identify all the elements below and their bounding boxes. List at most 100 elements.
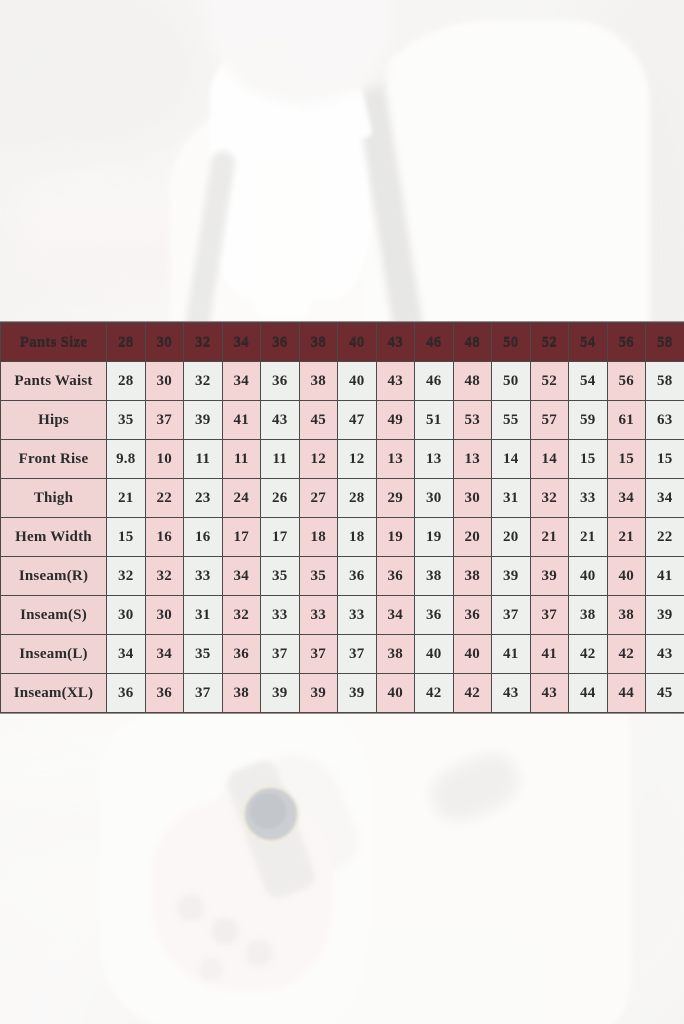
cell-2-11: 14: [529, 439, 569, 479]
cell-7-2: 35: [183, 634, 223, 674]
cell-7-5: 37: [298, 634, 338, 674]
cell-6-0: 30: [106, 595, 146, 635]
table-row: Front Rise 9.8 10 11 11 11 12 12 13 13 13 14 14 15 15 1…: [0, 439, 684, 479]
bottom-product-photo: [0, 700, 684, 1024]
cell-2-4: 11: [260, 439, 300, 479]
cell-7-7: 38: [375, 634, 415, 674]
cell-5-1: 32: [144, 556, 184, 596]
cell-6-4: 33: [260, 595, 300, 635]
cell-0-5: 38: [298, 361, 338, 401]
header-size-56: 56: [606, 322, 646, 362]
cell-2-14: 15: [645, 439, 684, 479]
header-size-43: 43: [375, 322, 415, 362]
cell-2-3: 11: [221, 439, 261, 479]
row-label-thigh: Thigh: [0, 478, 107, 518]
cell-2-7: 13: [375, 439, 415, 479]
cell-5-5: 35: [298, 556, 338, 596]
table-header: Pants Size 28 30 32 34 36 38 40 43 46 48…: [0, 322, 684, 362]
hand-tattoo: [200, 958, 222, 980]
table-row: Inseam(XL) 36 36 37 38 39 39 39 40 42 42 43 43 44 44 45: [0, 673, 684, 713]
cell-6-5: 33: [298, 595, 338, 635]
cell-7-6: 37: [337, 634, 377, 674]
cell-4-0: 15: [106, 517, 146, 557]
header-size-32: 32: [183, 322, 223, 362]
cell-4-7: 19: [375, 517, 415, 557]
cell-1-14: 63: [645, 400, 684, 440]
row-label-front-rise: Front Rise: [0, 439, 107, 479]
header-size-30: 30: [144, 322, 184, 362]
cell-4-1: 16: [144, 517, 184, 557]
cell-5-0: 32: [106, 556, 146, 596]
cell-6-6: 33: [337, 595, 377, 635]
cell-0-13: 56: [606, 361, 646, 401]
cell-1-11: 57: [529, 400, 569, 440]
cell-0-8: 46: [414, 361, 454, 401]
table-body: Pants Waist 28 30 32 34 36 38 40 43 46 48 50 52 54 56 5…: [0, 361, 684, 713]
header-size-40: 40: [337, 322, 377, 362]
cell-4-5: 18: [298, 517, 338, 557]
table-row: Thigh 21 22 23 24 26 27 28 29 30 30 31 32 33 34 34: [0, 478, 684, 518]
cell-0-14: 58: [645, 361, 684, 401]
row-label-inseam-s: Inseam(S): [0, 595, 107, 635]
cell-7-10: 41: [491, 634, 531, 674]
cell-1-9: 53: [452, 400, 492, 440]
cell-4-12: 21: [568, 517, 608, 557]
row-label-pants-waist: Pants Waist: [0, 361, 107, 401]
cell-6-13: 38: [606, 595, 646, 635]
cell-6-7: 34: [375, 595, 415, 635]
cell-0-6: 40: [337, 361, 377, 401]
cell-0-10: 50: [491, 361, 531, 401]
table-row: Hips 35 37 39 41 43 45 47 49 51 53 55 57 59 61 63: [0, 400, 684, 440]
top-photo-background: [0, 0, 684, 330]
cell-7-1: 34: [144, 634, 184, 674]
cell-6-8: 36: [414, 595, 454, 635]
cell-3-11: 32: [529, 478, 569, 518]
header-corner-label: Pants Size: [0, 322, 107, 362]
table-row: Hem Width 15 16 16 17 17 18 18 19 19 20 20 21 21 21 22: [0, 517, 684, 557]
cell-7-0: 34: [106, 634, 146, 674]
cell-4-14: 22: [645, 517, 684, 557]
cell-3-0: 21: [106, 478, 146, 518]
cell-1-0: 35: [106, 400, 146, 440]
cell-1-8: 51: [414, 400, 454, 440]
cell-1-13: 61: [606, 400, 646, 440]
cell-6-11: 37: [529, 595, 569, 635]
cell-8-9: 42: [452, 673, 492, 713]
cell-1-1: 37: [144, 400, 184, 440]
cell-4-3: 17: [221, 517, 261, 557]
header-size-58: 58: [645, 322, 684, 362]
cell-3-5: 27: [298, 478, 338, 518]
cell-5-12: 40: [568, 556, 608, 596]
top-product-photo: [0, 0, 684, 330]
cell-7-9: 40: [452, 634, 492, 674]
cell-3-8: 30: [414, 478, 454, 518]
cell-5-7: 36: [375, 556, 415, 596]
cell-8-5: 39: [298, 673, 338, 713]
cell-4-13: 21: [606, 517, 646, 557]
cell-4-11: 21: [529, 517, 569, 557]
cell-3-6: 28: [337, 478, 377, 518]
row-label-hips: Hips: [0, 400, 107, 440]
cell-8-13: 44: [606, 673, 646, 713]
cell-0-0: 28: [106, 361, 146, 401]
cell-6-2: 31: [183, 595, 223, 635]
cell-5-8: 38: [414, 556, 454, 596]
cell-0-12: 54: [568, 361, 608, 401]
table-row: Pants Waist 28 30 32 34 36 38 40 43 46 48 50 52 54 56 5…: [0, 361, 684, 401]
cell-7-13: 42: [606, 634, 646, 674]
cell-0-1: 30: [144, 361, 184, 401]
hand-tattoo: [246, 940, 272, 966]
cell-7-11: 41: [529, 634, 569, 674]
cell-3-7: 29: [375, 478, 415, 518]
cell-3-10: 31: [491, 478, 531, 518]
cell-3-2: 23: [183, 478, 223, 518]
hand-tattoo: [212, 918, 238, 944]
cell-0-4: 36: [260, 361, 300, 401]
cell-8-3: 38: [221, 673, 261, 713]
bottom-photo-background: [0, 700, 684, 1024]
cell-8-6: 39: [337, 673, 377, 713]
cell-6-1: 30: [144, 595, 184, 635]
cell-2-0: 9.8: [106, 439, 146, 479]
cell-7-14: 43: [645, 634, 684, 674]
